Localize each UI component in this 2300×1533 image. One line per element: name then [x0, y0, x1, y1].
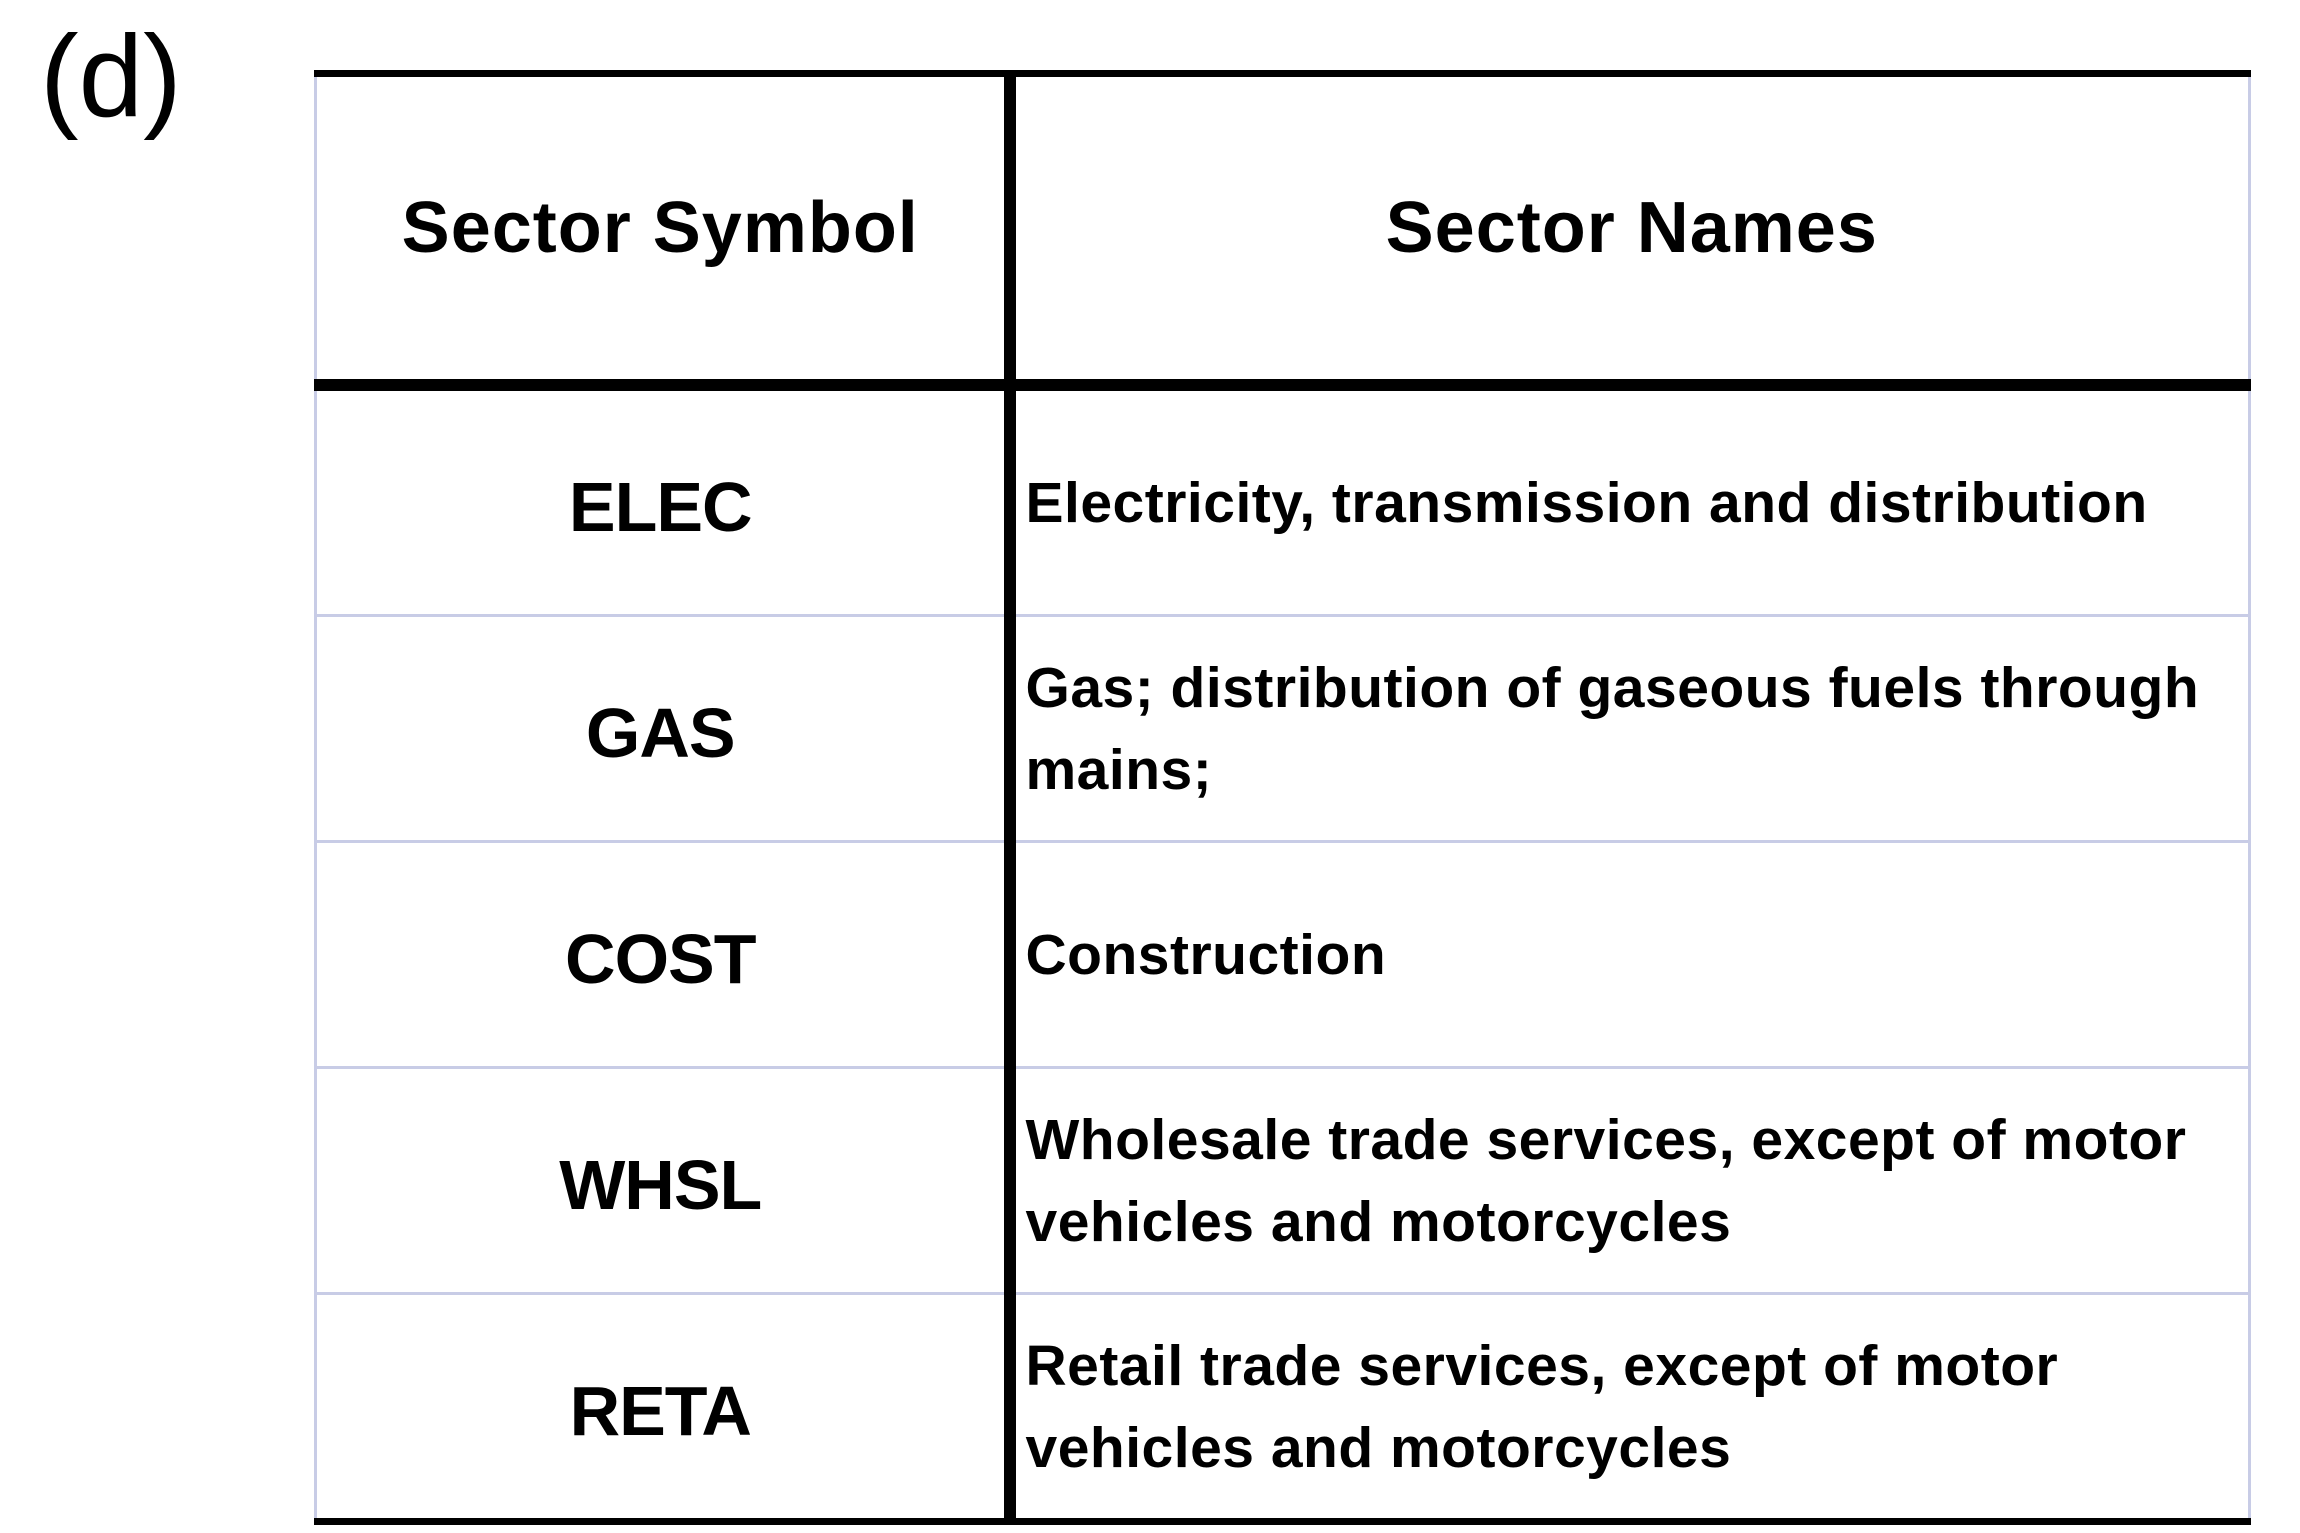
header-sector-names: Sector Names: [1009, 70, 2251, 391]
sector-name-cell: Electricity, transmission and distributi…: [1009, 385, 2251, 617]
sector-name-cell: Wholesale trade services, except of moto…: [1009, 1067, 2251, 1295]
sector-name-cell: Gas; distribution of gaseous fuels throu…: [1009, 615, 2251, 843]
sector-symbol-cell: RETA: [314, 1293, 1016, 1525]
table-header-row: Sector Symbol Sector Names: [314, 70, 2251, 391]
sector-table-container: Sector Symbol Sector Names ELEC Electric…: [314, 70, 2251, 1525]
table-row: COST Construction: [314, 841, 2251, 1069]
sector-symbol-cell: ELEC: [314, 385, 1016, 617]
table-row: WHSL Wholesale trade services, except of…: [314, 1067, 2251, 1295]
table-row: RETA Retail trade services, except of mo…: [314, 1293, 2251, 1525]
sector-name-cell: Retail trade services, except of motor v…: [1009, 1293, 2251, 1525]
table-row: ELEC Electricity, transmission and distr…: [314, 385, 2251, 617]
sector-symbol-cell: GAS: [314, 615, 1016, 843]
table-row: GAS Gas; distribution of gaseous fuels t…: [314, 615, 2251, 843]
header-sector-symbol: Sector Symbol: [314, 70, 1016, 391]
sector-symbol-cell: WHSL: [314, 1067, 1016, 1295]
sector-name-cell: Construction: [1009, 841, 2251, 1069]
sector-symbol-cell: COST: [314, 841, 1016, 1069]
panel-label: (d): [40, 11, 182, 141]
sector-table: Sector Symbol Sector Names ELEC Electric…: [314, 70, 2251, 1525]
